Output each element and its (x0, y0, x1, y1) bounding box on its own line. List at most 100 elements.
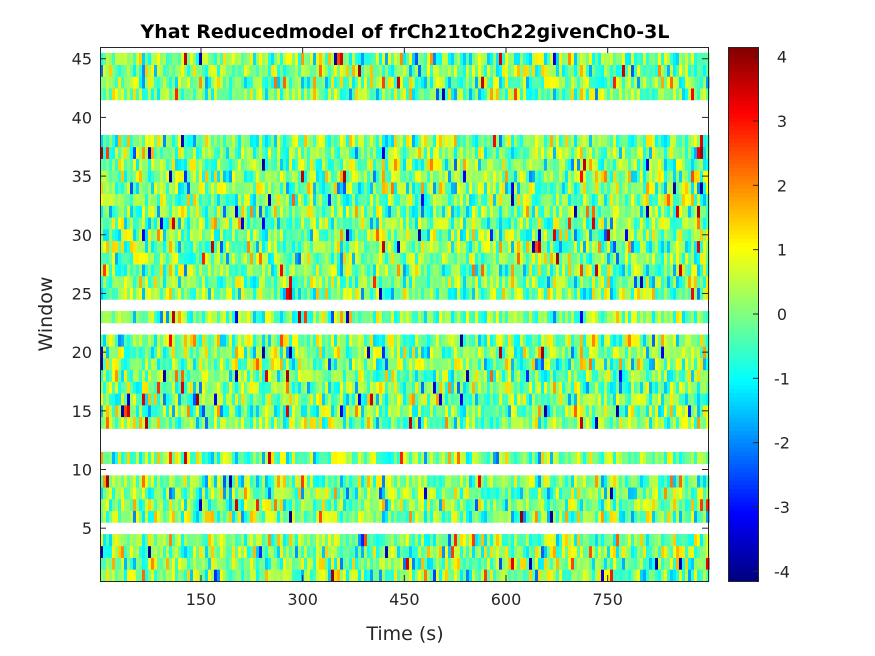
heatmap-cell (280, 287, 284, 300)
heatmap-cell (124, 475, 128, 488)
heatmap-cell (604, 275, 608, 288)
heatmap-cell (481, 252, 485, 265)
heatmap-cell (364, 404, 368, 418)
heatmap-cell (244, 369, 248, 382)
heatmap-cell (670, 358, 674, 371)
heatmap-cell (520, 404, 524, 418)
heatmap-cell (544, 557, 548, 570)
heatmap-cell (511, 557, 515, 570)
heatmap-cell (166, 557, 170, 570)
heatmap-cell (475, 346, 479, 359)
heatmap-cell (634, 287, 638, 300)
heatmap-cell (259, 404, 263, 418)
heatmap-cell (427, 264, 431, 277)
heatmap-cell (484, 545, 488, 558)
heatmap-cell (613, 404, 617, 418)
heatmap-cell (565, 404, 569, 418)
heatmap-cell (274, 346, 278, 359)
heatmap-cell (514, 334, 518, 347)
heatmap-cell (319, 275, 323, 288)
heatmap-cell (337, 534, 341, 547)
heatmap-cell (511, 252, 515, 265)
heatmap-cell (292, 217, 296, 230)
heatmap-cell (682, 451, 686, 465)
heatmap-cell (172, 369, 176, 382)
heatmap-cell (271, 487, 275, 500)
heatmap-cell (301, 381, 305, 394)
heatmap-cell (247, 252, 251, 265)
heatmap-cell (544, 252, 548, 265)
heatmap-cell (118, 534, 122, 547)
heatmap-cell (316, 311, 320, 324)
heatmap-cell (151, 451, 155, 465)
heatmap-cell (511, 358, 515, 371)
heatmap-cell (559, 569, 563, 582)
heatmap-cell (499, 346, 503, 359)
heatmap-cell (670, 510, 674, 523)
heatmap-cell (562, 334, 566, 347)
heatmap-cell (610, 311, 614, 324)
heatmap-cell (604, 557, 608, 570)
heatmap-cell (337, 228, 341, 242)
heatmap-cell (577, 475, 581, 488)
heatmap-cell (685, 346, 689, 359)
heatmap-cell (388, 311, 392, 324)
heatmap-cell (262, 311, 266, 324)
heatmap-cell (520, 369, 524, 382)
heatmap-cell (706, 569, 710, 582)
heatmap-cell (325, 287, 329, 300)
heatmap-cell (103, 487, 107, 500)
heatmap-cell (430, 369, 434, 382)
heatmap-cell (232, 451, 236, 465)
heatmap-cell (334, 334, 338, 347)
heatmap-cell (520, 346, 524, 359)
heatmap-cell (520, 534, 524, 547)
heatmap-cell (601, 475, 605, 488)
heatmap-cell (100, 498, 104, 511)
heatmap-cell (562, 451, 566, 465)
heatmap-cell (133, 217, 137, 230)
heatmap-cell (571, 334, 575, 347)
heatmap-cell (658, 346, 662, 359)
heatmap-cell (208, 545, 212, 558)
heatmap-cell (169, 264, 173, 277)
heatmap-cell (646, 287, 650, 300)
heatmap-cell (634, 487, 638, 500)
heatmap-cell (355, 311, 359, 324)
heatmap-cell (589, 275, 593, 288)
heatmap-cell (442, 416, 446, 429)
heatmap-cell (643, 557, 647, 570)
heatmap-cell (343, 404, 347, 418)
heatmap-cell (274, 228, 278, 242)
heatmap-cell (298, 545, 302, 558)
heatmap-cell (454, 557, 458, 570)
heatmap-cell (253, 545, 257, 558)
heatmap-cell (349, 369, 353, 382)
heatmap-cell (628, 275, 632, 288)
heatmap-cell (181, 416, 185, 429)
heatmap-cell (220, 569, 224, 582)
heatmap-cell (199, 275, 203, 288)
heatmap-cell (196, 217, 200, 230)
heatmap-cell (415, 358, 419, 371)
heatmap-cell (142, 404, 146, 418)
heatmap-cell (685, 416, 689, 429)
heatmap-cell (241, 217, 245, 230)
heatmap-cell (547, 381, 551, 394)
heatmap-cell (385, 275, 389, 288)
heatmap-cell (412, 311, 416, 324)
heatmap-cell (622, 240, 626, 253)
heatmap-cell (496, 264, 500, 277)
heatmap-cell (634, 311, 638, 324)
heatmap-cell (409, 534, 413, 547)
heatmap-cell (637, 358, 641, 371)
heatmap-cell (442, 275, 446, 288)
heatmap-cell (112, 252, 116, 265)
heatmap-cell (199, 487, 203, 500)
heatmap-cell (256, 381, 260, 394)
heatmap-cell (391, 510, 395, 523)
heatmap-cell (355, 334, 359, 347)
heatmap-cell (154, 369, 158, 382)
heatmap-cell (427, 275, 431, 288)
heatmap-cell (514, 346, 518, 359)
